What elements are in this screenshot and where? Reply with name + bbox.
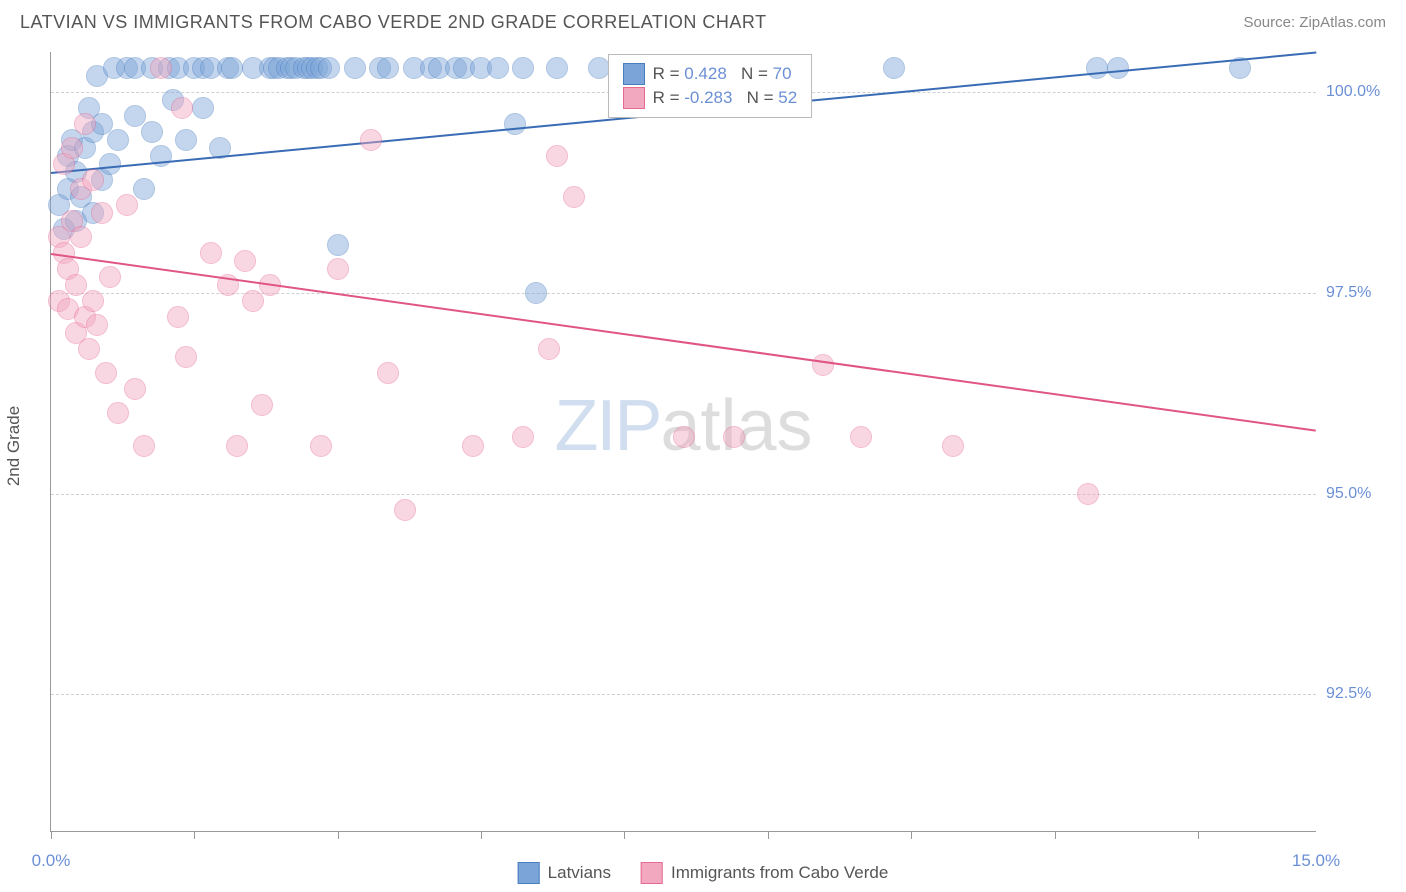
scatter-point <box>150 57 172 79</box>
scatter-point <box>546 145 568 167</box>
scatter-point <box>310 435 332 457</box>
scatter-point <box>141 121 163 143</box>
xtick <box>194 831 195 839</box>
scatter-point <box>82 290 104 312</box>
xtick-label-max: 15.0% <box>1292 851 1340 871</box>
trendline <box>51 253 1316 432</box>
scatter-point <box>99 153 121 175</box>
scatter-point <box>107 129 129 151</box>
y-axis-label: 2nd Grade <box>4 406 24 486</box>
scatter-point <box>251 394 273 416</box>
xtick <box>624 831 625 839</box>
ytick-label: 100.0% <box>1326 83 1396 101</box>
legend-label: Latvians <box>548 863 611 883</box>
scatter-point <box>192 97 214 119</box>
scatter-point <box>221 57 243 79</box>
xtick-label-min: 0.0% <box>32 851 71 871</box>
ytick-label: 92.5% <box>1326 685 1396 703</box>
scatter-point <box>360 129 382 151</box>
chart-plot-area: ZIPatlas 92.5%95.0%97.5%100.0%0.0%15.0%R… <box>50 52 1316 832</box>
bottom-legend: Latvians Immigrants from Cabo Verde <box>518 862 889 884</box>
legend-item: Latvians <box>518 862 611 884</box>
legend-swatch <box>518 862 540 884</box>
scatter-point <box>344 57 366 79</box>
scatter-point <box>377 57 399 79</box>
scatter-point <box>167 306 189 328</box>
xtick <box>911 831 912 839</box>
scatter-point <box>175 129 197 151</box>
scatter-point <box>318 57 340 79</box>
scatter-point <box>116 194 138 216</box>
legend-swatch <box>623 63 645 85</box>
scatter-point <box>377 362 399 384</box>
scatter-point <box>226 435 248 457</box>
scatter-point <box>563 186 585 208</box>
legend-swatch <box>641 862 663 884</box>
xtick <box>1055 831 1056 839</box>
legend-stats-text: R = -0.283 N = 52 <box>653 88 798 108</box>
scatter-point <box>171 97 193 119</box>
scatter-point <box>124 105 146 127</box>
xtick <box>768 831 769 839</box>
scatter-point <box>1086 57 1108 79</box>
scatter-point <box>512 426 534 448</box>
gridline <box>51 293 1316 294</box>
scatter-point <box>86 314 108 336</box>
scatter-point <box>504 113 526 135</box>
scatter-point <box>546 57 568 79</box>
source-label: Source: ZipAtlas.com <box>1243 14 1386 31</box>
scatter-point <box>133 178 155 200</box>
scatter-point <box>327 258 349 280</box>
scatter-point <box>673 426 695 448</box>
scatter-point <box>242 290 264 312</box>
scatter-point <box>91 202 113 224</box>
scatter-point <box>394 499 416 521</box>
scatter-point <box>812 354 834 376</box>
scatter-point <box>65 274 87 296</box>
scatter-point <box>538 338 560 360</box>
legend-label: Immigrants from Cabo Verde <box>671 863 888 883</box>
legend-stats-text: R = 0.428 N = 70 <box>653 64 792 84</box>
scatter-point <box>61 137 83 159</box>
scatter-point <box>107 402 129 424</box>
scatter-point <box>1107 57 1129 79</box>
xtick <box>338 831 339 839</box>
gridline <box>51 694 1316 695</box>
scatter-point <box>124 378 146 400</box>
scatter-point <box>723 426 745 448</box>
scatter-point <box>78 338 100 360</box>
legend-swatch <box>623 87 645 109</box>
scatter-point <box>82 169 104 191</box>
scatter-point <box>70 226 92 248</box>
gridline <box>51 494 1316 495</box>
scatter-point <box>883 57 905 79</box>
scatter-point <box>95 362 117 384</box>
scatter-point <box>99 266 121 288</box>
xtick <box>51 831 52 839</box>
scatter-point <box>234 250 256 272</box>
xtick <box>1198 831 1199 839</box>
scatter-point <box>512 57 534 79</box>
scatter-point <box>942 435 964 457</box>
ytick-label: 95.0% <box>1326 485 1396 503</box>
chart-title: LATVIAN VS IMMIGRANTS FROM CABO VERDE 2N… <box>20 12 767 33</box>
stats-legend: R = 0.428 N = 70 R = -0.283 N = 52 <box>608 54 813 118</box>
legend-item: Immigrants from Cabo Verde <box>641 862 888 884</box>
scatter-point <box>1077 483 1099 505</box>
scatter-point <box>200 242 222 264</box>
scatter-point <box>487 57 509 79</box>
scatter-point <box>525 282 547 304</box>
scatter-point <box>175 346 197 368</box>
scatter-point <box>850 426 872 448</box>
ytick-label: 97.5% <box>1326 284 1396 302</box>
scatter-point <box>462 435 484 457</box>
xtick <box>481 831 482 839</box>
scatter-point <box>327 234 349 256</box>
scatter-point <box>133 435 155 457</box>
scatter-point <box>74 113 96 135</box>
